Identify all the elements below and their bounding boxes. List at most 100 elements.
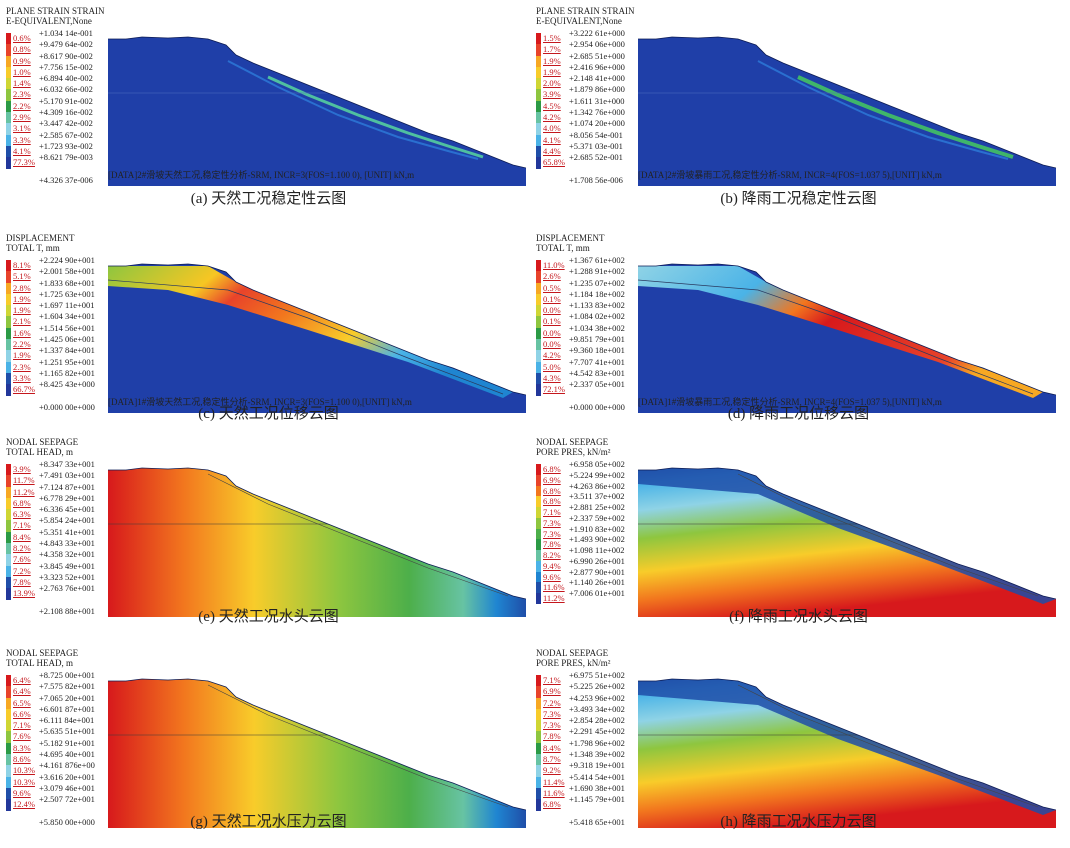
legend-swatch: [536, 593, 541, 604]
legend-header-line: NODAL SEEPAGE: [6, 437, 79, 447]
legend-row: 11.6% +1.140 26e+001: [536, 577, 636, 594]
contour-plot: [108, 678, 526, 828]
legend-header: PLANE STRAIN STRAIN E-EQUIVALENT,None: [536, 6, 635, 26]
legend-value: +1.251 95e+001: [39, 356, 95, 367]
legend-row: 7.1% +6.111 84e+001: [6, 715, 106, 732]
legend-value: +2.416 96e+000: [569, 61, 625, 72]
legend-row: 3.9% +8.347 33e+001: [6, 459, 106, 476]
legend-swatch: [536, 89, 541, 101]
slope-outline: [108, 678, 526, 811]
slip-surface: [108, 279, 504, 395]
legend-swatch: [536, 799, 541, 811]
panel-caption: (b) 降雨工况稳定性云图: [720, 191, 877, 207]
slope-outline: [108, 36, 526, 169]
legend-row: 0.0% +1.034 38e+002: [536, 323, 636, 340]
color-legend: 3.9% +8.347 33e+001 11.7% +7.491 03e+001 11.…: [6, 459, 106, 616]
legend-percent: 0.5%: [543, 282, 561, 293]
legend-percent: 4.3%: [543, 372, 561, 383]
contour-plot: [108, 263, 526, 413]
legend-value: +1.165 82e+001: [39, 367, 95, 378]
legend-value: +6.778 29e+001: [39, 492, 95, 503]
legend-row: 1.7% +2.954 06e+000: [536, 39, 636, 56]
legend-percent: 6.9%: [543, 474, 561, 485]
legend-value: +1.425 06e+001: [39, 334, 95, 345]
legend-row: 6.4% +8.725 00e+001: [6, 670, 106, 687]
legend-value: +4.326 37e-006: [39, 174, 93, 185]
legend-header-line: DISPLACEMENT: [536, 233, 605, 243]
slip-surface: [638, 279, 1034, 395]
color-legend: 8.1% +2.224 90e+001 5.1% +2.001 58e+001 2.8%…: [6, 255, 106, 412]
legend-value: +4.843 33e+001: [39, 538, 95, 549]
legend-value: +2.685 51e+000: [569, 50, 625, 61]
legend-row: 7.8% +2.291 45e+002: [536, 726, 636, 743]
legend-row: 1.9% +2.685 51e+000: [536, 51, 636, 67]
analysis-footer: [DATA]1#滑坡天然工况,稳定性分析-SRM, INCR=3(FOS=1.1…: [108, 397, 412, 407]
legend-value: +1.184 18e+002: [569, 288, 625, 299]
legend-percent: 3.3%: [13, 134, 31, 145]
legend-swatch: [536, 697, 541, 709]
panel-g: NODAL SEEPAGE TOTAL HEAD, m 6.4% +8.725 00e…: [6, 648, 531, 848]
legend-value: +6.894 40e-002: [39, 73, 93, 84]
legend-value: +4.358 32e+001: [39, 549, 95, 560]
displacement-zone: [108, 266, 513, 398]
legend-swatch: [536, 145, 541, 158]
color-legend: 1.5% +3.222 61e+000 1.7% +2.954 06e+000 1.9%…: [536, 28, 636, 185]
legend-swatch: [536, 582, 541, 594]
legend-row: 5.1% +2.001 58e+001: [6, 266, 106, 283]
legend-row: 11.4% +5.414 54e+001: [536, 772, 636, 788]
weak-band: [227, 60, 479, 160]
legend-value: +1.910 83e+002: [569, 523, 625, 534]
legend-row: 6.6% +6.601 87e+001: [6, 704, 106, 721]
legend-row: 7.2% +3.845 49e+001: [6, 561, 106, 577]
model-body: [638, 37, 1056, 186]
legend-row: 3.1% +3.447 42e-002: [6, 118, 106, 135]
legend-swatch: [6, 78, 11, 90]
legend-value: +4.263 86e+002: [569, 480, 625, 491]
legend-percent: 7.2%: [543, 697, 561, 708]
legend-value: +4.542 83e+001: [569, 367, 625, 378]
legend-value: +6.958 05e+002: [569, 459, 625, 469]
legend-value: +3.493 34e+002: [569, 703, 625, 714]
legend-percent: 1.6%: [13, 327, 31, 338]
sliding-surface: [207, 684, 509, 808]
sliding-surface: [737, 473, 1039, 597]
legend-swatch: [536, 316, 541, 328]
legend-swatch: [6, 675, 11, 687]
legend-value: +5.635 51e+001: [39, 726, 95, 737]
legend-row: 72.1% +2.337 05e+001: [536, 379, 636, 396]
legend-row: 11.2% +7.124 87e+001: [6, 482, 106, 498]
legend-row: 1.6% +1.514 56e+001: [6, 323, 106, 340]
legend-percent: 7.8%: [543, 539, 561, 550]
panel-caption: (d) 降雨工况位移云图: [727, 406, 870, 422]
panel-caption: (a) 天然工况稳定性云图: [190, 191, 347, 207]
legend-percent: 3.1%: [13, 123, 31, 134]
model-body: [108, 37, 526, 186]
seepage-field: [108, 679, 526, 828]
legend-value: +2.291 45e+002: [569, 726, 625, 737]
legend-percent: 10.3%: [13, 765, 35, 776]
legend-row: 0.0% +9.851 79e+001: [536, 334, 636, 351]
legend-row: 5.0% +7.707 41e+001: [536, 357, 636, 373]
legend-value: +8.056 54e-001: [569, 129, 623, 140]
legend-percent: 6.6%: [13, 708, 31, 719]
legend-row: 8.4% +5.351 41e+001: [6, 527, 106, 544]
analysis-footer: [DATA]2#滑坡天然工况,稳定性分析-SRM, INCR=3(FOS=1.1…: [108, 170, 415, 180]
legend-percent: 0.8%: [13, 44, 31, 55]
legend-value: +0.000 00e+000: [569, 401, 625, 412]
legend-swatch: [6, 157, 11, 169]
legend-row: 66.7% +8.425 43e+000: [6, 379, 106, 396]
legend-row: 6.8% +4.263 86e+002: [536, 481, 636, 497]
legend-row: 0.5% +1.235 07e+002: [536, 278, 636, 294]
legend-swatch: [6, 543, 11, 555]
legend-value: +1.337 84e+001: [39, 345, 95, 356]
legend-swatch: [536, 571, 541, 583]
slope-outline: [638, 678, 1056, 811]
legend-value: +1.697 11e+001: [39, 300, 95, 311]
legend-swatch: [6, 271, 11, 283]
legend-row: 3.9% +1.879 86e+000: [536, 84, 636, 101]
legend-value: +2.507 72e+001: [39, 794, 95, 805]
legend-row: 7.1% +6.975 51e+002: [536, 670, 636, 687]
legend-swatch: [6, 123, 11, 135]
legend-value: +3.079 46e+001: [39, 782, 95, 793]
legend-percent: 4.5%: [543, 100, 561, 111]
